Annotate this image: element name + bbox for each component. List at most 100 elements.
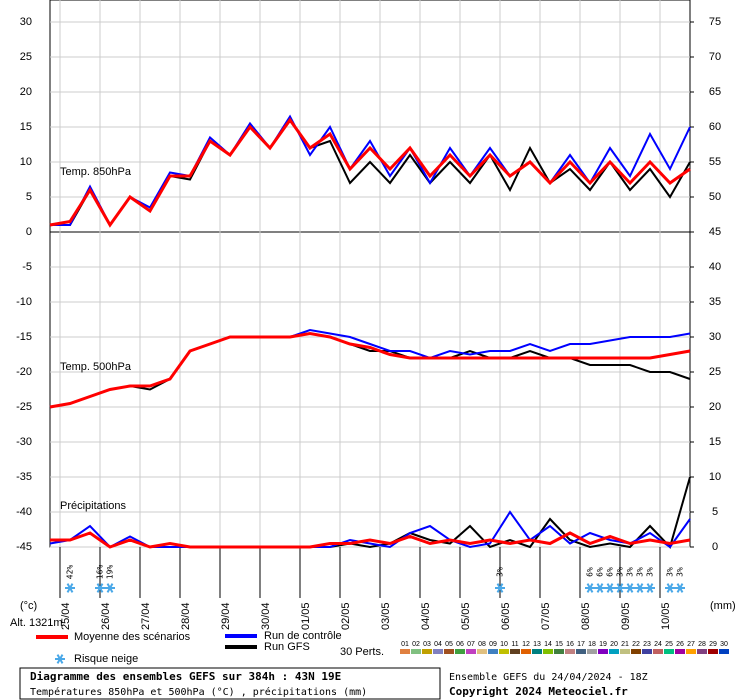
pert-swatch: [499, 649, 509, 654]
pert-swatch: [532, 649, 542, 654]
pert-number: 24: [654, 641, 662, 648]
y2-tick-label: 50: [709, 191, 721, 203]
x-tick-label: 07/05: [540, 602, 552, 630]
snow-icon: [665, 583, 675, 593]
pert-swatch: [708, 649, 718, 654]
y2-tick-label: 20: [709, 401, 721, 413]
y-tick-label: 10: [20, 156, 32, 168]
legend-label: Run GFS: [264, 641, 310, 653]
snow-icon: [495, 583, 505, 593]
y2-axis-label: (mm): [710, 600, 736, 612]
x-tick-label: 30/04: [260, 602, 272, 630]
panel-label: Temp. 850hPa: [60, 166, 132, 178]
plot-frame: [49, 0, 691, 548]
snow-risk-label: 3%: [666, 567, 675, 577]
panel-label: Précipitations: [60, 500, 127, 512]
pert-swatch: [642, 649, 652, 654]
pert-number: 06: [456, 641, 464, 648]
snow-risk-label: 3%: [616, 567, 625, 577]
snow-icon-stroke: [646, 583, 654, 593]
series-line: [49, 331, 691, 409]
pert-number: 09: [489, 641, 497, 648]
pert-swatch: [543, 649, 553, 654]
snow-icon-stroke: [56, 654, 64, 664]
y2-tick-label: 45: [709, 226, 721, 238]
snow-icon: [55, 654, 65, 664]
pert-swatch: [455, 649, 465, 654]
y-tick-label: 0: [26, 226, 32, 238]
pert-number: 17: [577, 641, 585, 648]
snow-icon: [105, 583, 115, 593]
snow-icon: [585, 583, 595, 593]
x-tick-label: 29/04: [220, 602, 232, 630]
y-tick-label: -10: [16, 296, 32, 308]
series-line: [49, 117, 691, 228]
pert-swatch: [653, 649, 663, 654]
y2-tick-label: 70: [709, 51, 721, 63]
pert-swatch: [675, 649, 685, 654]
snow-icon-stroke: [586, 583, 594, 593]
x-tick-label: 28/04: [180, 602, 192, 630]
x-tick-label: 06/05: [500, 602, 512, 630]
pert-number: 05: [445, 641, 453, 648]
x-tick-label: 03/05: [380, 602, 392, 630]
y-tick-label: 25: [20, 51, 32, 63]
y-tick-label: -45: [16, 541, 32, 553]
snow-icon-stroke: [66, 583, 74, 593]
y-tick-label: -30: [16, 436, 32, 448]
run-info: Ensemble GEFS du 24/04/2024 - 18Z: [449, 672, 648, 683]
snow-icon-stroke: [666, 583, 674, 593]
pert-number: 15: [555, 641, 563, 648]
snow-icon-stroke: [496, 583, 504, 593]
x-tick-label: 08/05: [580, 602, 592, 630]
y-tick-label: 20: [20, 86, 32, 98]
pert-swatch: [719, 649, 729, 654]
x-tick-label: 27/04: [140, 602, 152, 630]
pert-swatch: [554, 649, 564, 654]
snow-icon: [65, 583, 75, 593]
snow-icon-stroke: [616, 583, 624, 593]
pert-number: 29: [709, 641, 717, 648]
pert-number: 13: [533, 641, 541, 648]
snow-risk-label: 3%: [626, 567, 635, 577]
snow-risk-label: 19%: [106, 565, 115, 580]
snow-risk-label: 6%: [586, 567, 595, 577]
snow-risk-label: 6%: [596, 567, 605, 577]
snow-icon-stroke: [106, 583, 114, 593]
pert-number: 12: [522, 641, 530, 648]
y-tick-label: -35: [16, 471, 32, 483]
pert-swatch: [488, 649, 498, 654]
y2-tick-label: 30: [709, 331, 721, 343]
pert-number: 01: [401, 641, 409, 648]
snow-icon-stroke: [596, 583, 604, 593]
series-line: [49, 332, 691, 408]
pert-number: 20: [610, 641, 618, 648]
y-tick-label: 30: [20, 16, 32, 28]
y2-tick-label: 60: [709, 121, 721, 133]
pert-swatch: [510, 649, 520, 654]
y-tick-label: -40: [16, 506, 32, 518]
x-tick-label: 26/04: [100, 602, 112, 630]
y2-tick-label: 10: [709, 471, 721, 483]
x-tick-label: 25/04: [60, 602, 72, 630]
pert-swatch: [477, 649, 487, 654]
pert-swatch: [686, 649, 696, 654]
y2-tick-label: 5: [712, 506, 718, 518]
snow-risk-label: 3%: [496, 567, 505, 577]
pert-number: 25: [665, 641, 673, 648]
y-tick-label: 15: [20, 121, 32, 133]
pert-number: 19: [599, 641, 607, 648]
x-tick-label: 04/05: [420, 602, 432, 630]
pert-number: 27: [687, 641, 695, 648]
x-tick-label: 01/05: [300, 602, 312, 630]
snow-icon: [605, 583, 615, 593]
pert-number: 28: [698, 641, 706, 648]
pert-swatch: [664, 649, 674, 654]
snow-risk-label: 3%: [646, 567, 655, 577]
x-tick-label: 09/05: [620, 602, 632, 630]
pert-number: 11: [511, 641, 518, 648]
series-line: [50, 114, 691, 227]
y-tick-label: -20: [16, 366, 32, 378]
y2-tick-label: 55: [709, 156, 721, 168]
pert-swatch: [598, 649, 608, 654]
